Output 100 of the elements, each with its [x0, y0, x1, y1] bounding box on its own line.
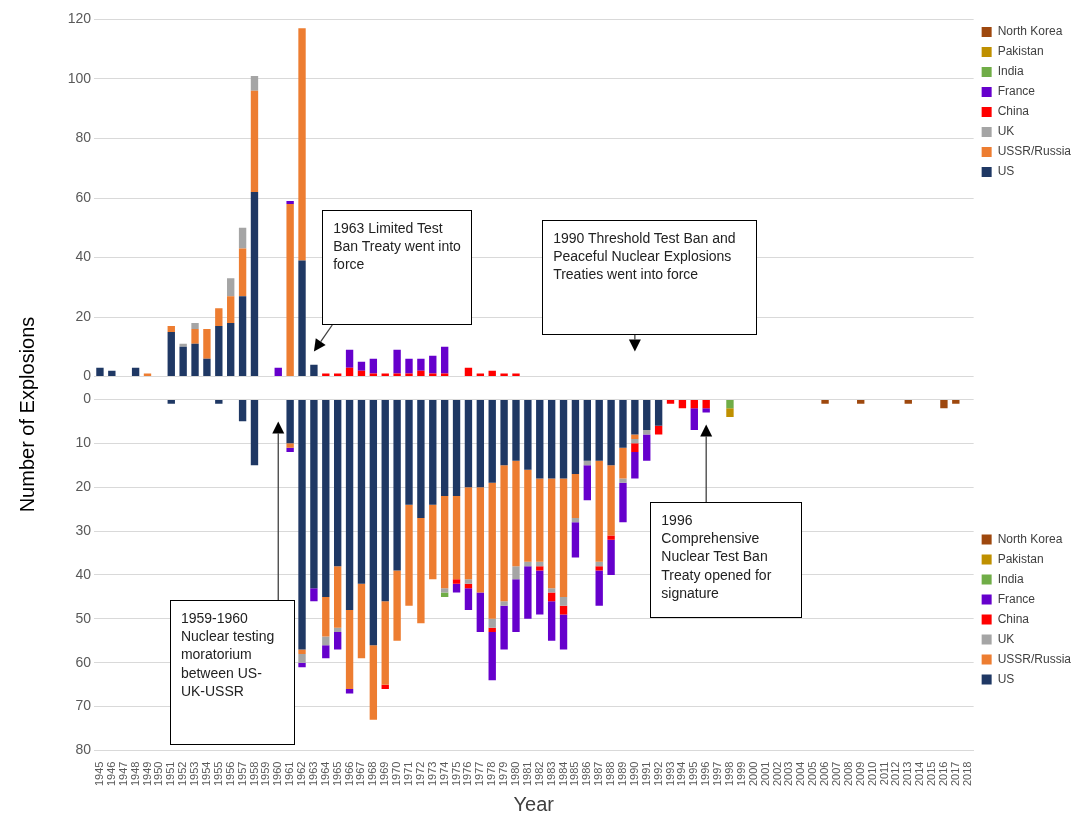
x-tick-label: 1983 [544, 761, 557, 787]
bar [250, 399, 259, 466]
x-tick-label: 2006 [818, 761, 831, 787]
bar [440, 588, 449, 593]
bar [203, 328, 211, 359]
bar [904, 399, 912, 404]
x-tick-label: 1982 [532, 761, 545, 787]
bar [464, 367, 473, 377]
bar [334, 632, 342, 650]
bar [631, 438, 639, 444]
x-tick-label: 1971 [402, 761, 415, 787]
bar [702, 408, 710, 413]
bar [345, 349, 354, 368]
x-tick-label: 1950 [152, 761, 165, 787]
x-tick-label: 1996 [699, 761, 712, 787]
bar [476, 487, 485, 593]
bar [631, 452, 639, 479]
x-tick-label: 1988 [604, 761, 617, 787]
bar [452, 579, 461, 584]
bar [167, 331, 175, 377]
legend-label: China [997, 104, 1030, 119]
x-tick-label: 2013 [901, 761, 914, 787]
x-tick-label: 2007 [829, 761, 842, 787]
bar [488, 482, 496, 619]
bar [500, 601, 508, 606]
x-tick-label: 1966 [342, 761, 355, 787]
x-tick-label: 2016 [936, 761, 949, 787]
bar [488, 618, 496, 628]
bar [571, 522, 580, 558]
x-tick-label: 1980 [509, 761, 522, 787]
legend-label: Pakistan [997, 551, 1044, 566]
bar [381, 601, 389, 685]
bar [654, 399, 663, 426]
x-tick-label: 2014 [913, 761, 926, 787]
x-tick-label: 2008 [841, 761, 854, 787]
bar [512, 460, 520, 567]
x-tick-label: 1964 [318, 761, 331, 787]
bar [452, 399, 461, 496]
bar [952, 399, 960, 404]
bar [595, 566, 603, 571]
bar [607, 539, 615, 575]
x-tick-label: 1956 [223, 761, 236, 787]
bar [464, 588, 473, 611]
y-axis-title: Number of Explosions [16, 316, 40, 513]
bar [559, 614, 568, 650]
legend-label: North Korea [997, 531, 1063, 546]
legend-label: USSR/Russia [997, 144, 1072, 159]
y-tick-label: 50 [75, 609, 92, 626]
bar [595, 570, 603, 606]
bar [345, 367, 354, 377]
legend-label: USSR/Russia [997, 651, 1072, 666]
bar [381, 399, 389, 602]
bar [238, 296, 247, 377]
bar [619, 482, 627, 523]
x-tick-label: 1974 [437, 761, 450, 787]
x-tick-label: 1948 [128, 761, 141, 787]
bar [524, 561, 532, 567]
bar [298, 28, 306, 261]
bar [476, 592, 485, 633]
x-tick-label: 2003 [782, 761, 795, 787]
y-tick-label: 30 [75, 521, 92, 538]
x-tick-label: 1961 [283, 761, 296, 787]
bar [940, 399, 948, 409]
x-tick-label: 1976 [461, 761, 474, 787]
bar [631, 399, 639, 435]
legend-label: Pakistan [997, 44, 1044, 59]
note-box: 1996 Comprehensive Nuclear Test Ban Treaty opened for signature [650, 502, 803, 618]
bar [215, 308, 223, 326]
bar [488, 399, 496, 483]
bar [512, 579, 520, 633]
bar [345, 610, 354, 690]
x-tick-label: 1973 [425, 761, 438, 787]
bar [238, 248, 247, 297]
y-tick-label: 10 [75, 434, 92, 451]
x-tick-label: 2012 [889, 761, 902, 787]
bar [595, 460, 603, 562]
bar [322, 645, 330, 659]
bar [488, 632, 496, 681]
bar [429, 399, 437, 505]
x-tick-label: 1959 [259, 761, 272, 787]
bar [631, 434, 639, 439]
y-tick-label: 60 [75, 188, 92, 205]
legend-label: China [997, 611, 1030, 626]
x-tick-label: 1962 [295, 761, 308, 787]
x-tick-label: 1993 [663, 761, 676, 787]
bar [250, 192, 259, 377]
bar [250, 75, 259, 91]
bar [167, 399, 175, 404]
bar [286, 203, 294, 377]
bar [310, 588, 318, 602]
bar [298, 260, 306, 377]
bar [857, 399, 865, 404]
x-tick-label: 1970 [390, 761, 403, 787]
x-tick-label: 1968 [366, 761, 379, 787]
y-tick-label: 0 [83, 390, 92, 407]
bar [571, 474, 580, 518]
x-tick-label: 1986 [580, 761, 593, 787]
bar [215, 326, 223, 377]
bar [274, 367, 282, 377]
x-tick-label: 2018 [960, 761, 973, 787]
